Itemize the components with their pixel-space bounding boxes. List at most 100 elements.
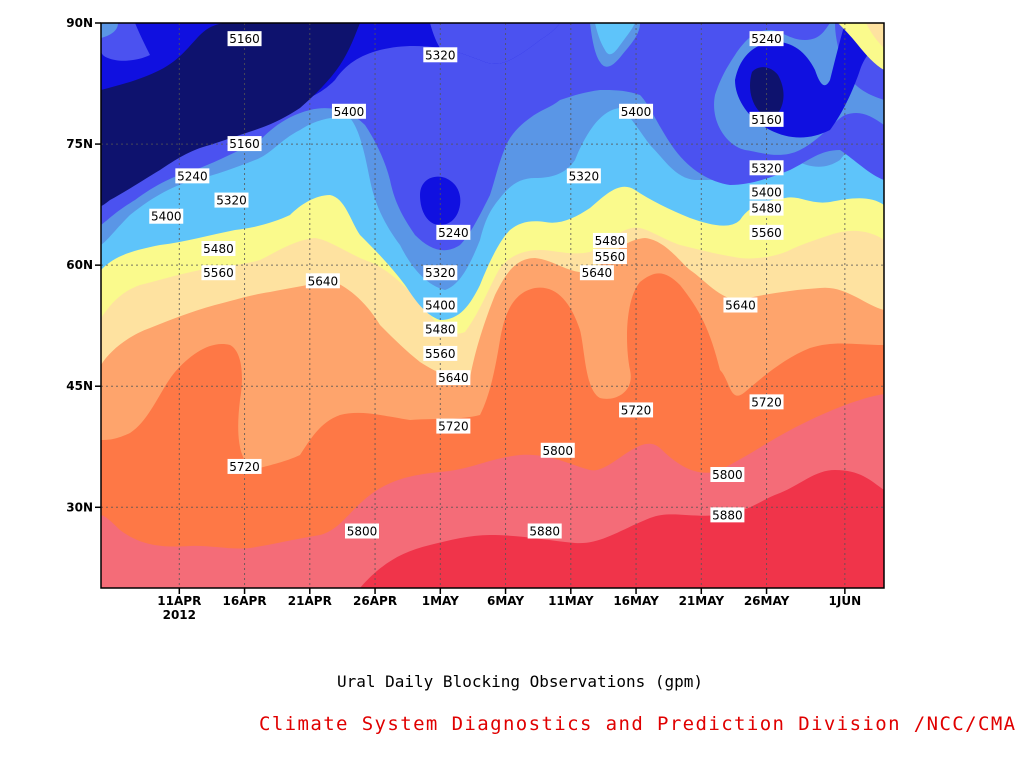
contour-label-box [305, 273, 340, 289]
contour-label-box [227, 136, 262, 152]
contour-label-box [201, 265, 236, 281]
contour-label-text: 5720 [621, 403, 652, 417]
contour-label: 5800 [710, 467, 745, 482]
contour-label: 5320 [423, 47, 458, 63]
band-5160-5240-may2 [420, 176, 461, 225]
contour-label-box [710, 467, 745, 482]
contour-label-text: 5800 [347, 525, 378, 539]
contour-label: 5240 [436, 224, 471, 240]
contour-label: 5560 [201, 265, 236, 281]
contour-label-text: 5880 [712, 508, 743, 522]
contour-label-text: 5160 [229, 137, 260, 151]
contour-label-text: 5400 [334, 105, 365, 119]
contour-label: 5640 [305, 273, 340, 289]
contour-label: 5160 [227, 31, 262, 47]
contour-label-box [175, 168, 210, 184]
contour-label: 5400 [619, 103, 654, 119]
contour-label: 5400 [423, 297, 458, 313]
contour-label-box [423, 297, 458, 313]
contour-label-box [619, 103, 654, 119]
x-tick-label: 11APR [157, 594, 201, 608]
contour-plot [101, 23, 884, 588]
band-5240-5320-inner [101, 23, 150, 61]
contour-label-text: 5720 [438, 420, 469, 434]
contour-label: 5640 [579, 265, 614, 281]
chart-title: Ural Daily Blocking Observations (gpm) [336, 672, 704, 691]
contour-label-box [749, 31, 784, 47]
contour-label: 5640 [436, 370, 471, 386]
x-tick-label: 6MAY [487, 594, 524, 608]
contour-label-box [749, 111, 784, 127]
contour-label: 5560 [592, 249, 627, 265]
x-tick-label: 1MAY [422, 594, 459, 608]
contour-label-text: 5720 [751, 395, 782, 409]
contour-label-text: 5640 [582, 266, 613, 280]
contour-label: 5240 [749, 31, 784, 47]
contour-label: 5160 [227, 136, 262, 152]
contour-label-box [749, 224, 784, 240]
band-5560-5640-topright [866, 23, 884, 48]
x-tick-label: 16APR [223, 594, 267, 608]
contour-label-text: 5640 [308, 274, 339, 288]
contour-label-text: 5400 [151, 210, 182, 224]
contour-label: 5320 [423, 265, 458, 281]
contour-label: 5480 [749, 200, 784, 216]
contour-label-text: 5560 [203, 266, 234, 280]
contour-label-text: 5320 [425, 266, 456, 280]
gridlines [101, 23, 884, 588]
contour-label-box [436, 370, 471, 386]
contour-label: 5240 [175, 168, 210, 184]
contour-label-box [436, 224, 471, 240]
contour-label: 5480 [423, 321, 458, 337]
y-axis: 90N 75N 60N 45N 30N [66, 16, 101, 514]
x-year-label: 2012 [163, 608, 196, 622]
contour-label-text: 5800 [542, 444, 573, 458]
x-tick-label: 26MAY [744, 594, 790, 608]
contour-label-text: 5480 [595, 234, 626, 248]
contour-label-text: 5560 [595, 250, 626, 264]
contour-label-box [214, 192, 249, 208]
contour-label: 5800 [540, 442, 575, 458]
contour-label-box [592, 249, 627, 265]
contour-label-box [579, 265, 614, 281]
contour-label-text: 5480 [203, 242, 234, 256]
contour-label: 5720 [436, 418, 471, 434]
contour-label-text: 5400 [621, 105, 652, 119]
contour-label-text: 5240 [438, 226, 469, 240]
contour-label-box [540, 442, 575, 458]
y-tick-label: 30N [66, 500, 93, 514]
contour-label-box [710, 507, 745, 523]
contour-label-text: 5160 [229, 32, 260, 46]
contour-label-box [619, 402, 654, 418]
contour-label: 5160 [749, 111, 784, 127]
contour-label-text: 5400 [751, 186, 782, 200]
contour-label-text: 5240 [177, 169, 208, 183]
contour-label: 5800 [345, 523, 379, 539]
contour-label: 5560 [749, 224, 784, 240]
credit-line: Climate System Diagnostics and Predictio… [259, 713, 1017, 735]
x-tick-label: 16MAY [613, 594, 659, 608]
x-tick-label: 1JUN [829, 594, 862, 608]
contour-label-box [423, 345, 458, 361]
contour-label-text: 5320 [751, 161, 782, 175]
contour-label-box [201, 241, 236, 256]
band-5320-5400-corner [101, 23, 118, 38]
contour-label-text: 5560 [425, 347, 456, 361]
contour-label-text: 5480 [425, 323, 456, 337]
contour-label-text: 5480 [751, 202, 782, 216]
y-tick-label: 90N [66, 16, 93, 30]
contour-label: 5720 [619, 402, 654, 418]
contour-label: 5320 [214, 192, 249, 208]
contour-label-text: 5160 [751, 113, 782, 127]
contour-label-text: 5720 [229, 460, 260, 474]
contour-label-text: 5640 [725, 299, 756, 313]
contour-labels: 5160 5320 5240 5400 5400 5160 5160 5240 5320 5320… [149, 31, 784, 539]
band-5400-5480-top [595, 23, 635, 55]
contour-label-box [566, 168, 601, 184]
x-tick-label: 11MAY [548, 594, 594, 608]
contour-label-box [423, 321, 458, 337]
y-tick-label: 75N [66, 137, 93, 151]
contour-label: 5480 [201, 241, 236, 256]
